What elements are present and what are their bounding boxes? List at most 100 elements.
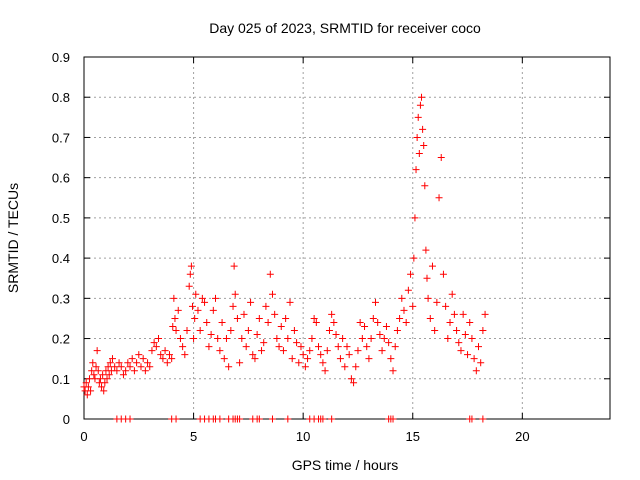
y-tick-label: 0.7 (52, 130, 70, 145)
data-point (472, 367, 480, 375)
data-point (251, 355, 259, 363)
data-point (297, 343, 305, 351)
data-point (255, 314, 263, 322)
data-point (378, 347, 386, 355)
data-point (466, 318, 474, 326)
x-tick-labels: 0 5 10 15 20 (80, 429, 529, 444)
data-point (423, 274, 431, 282)
data-point (128, 355, 136, 363)
data-point (111, 363, 119, 371)
y-tick-label: 0.2 (52, 332, 70, 347)
x-tick-label: 10 (296, 429, 310, 444)
data-point (84, 383, 92, 391)
data-point (141, 367, 149, 375)
data-point (201, 298, 209, 306)
data-point (312, 318, 320, 326)
data-point (157, 351, 165, 359)
data-point (419, 125, 427, 133)
data-point (301, 363, 309, 371)
data-point (139, 355, 147, 363)
data-point (90, 371, 98, 379)
data-point (412, 166, 420, 174)
data-point (247, 298, 255, 306)
data-point (168, 355, 176, 363)
data-point (396, 314, 404, 322)
data-point (284, 335, 292, 343)
data-point (347, 375, 355, 383)
data-point (207, 331, 215, 339)
chart-title: Day 025 of 2023, SRMTID for receiver coc… (209, 20, 481, 36)
data-point (457, 347, 465, 355)
data-point (424, 294, 432, 302)
data-point (402, 318, 410, 326)
data-point (83, 391, 91, 399)
data-point (446, 318, 454, 326)
data-point (188, 302, 196, 310)
data-point (238, 335, 246, 343)
data-point (203, 318, 211, 326)
data-point (183, 327, 191, 335)
data-point (328, 310, 336, 318)
data-point (367, 335, 375, 343)
data-point (124, 359, 132, 367)
data-point (98, 383, 106, 391)
data-point (439, 270, 447, 278)
data-point (220, 355, 228, 363)
data-point (339, 335, 347, 343)
data-point (404, 286, 412, 294)
data-point (428, 262, 436, 270)
data-point (115, 359, 123, 367)
data-point (216, 347, 224, 355)
data-point (442, 302, 450, 310)
data-point (282, 314, 290, 322)
data-point (299, 351, 307, 359)
data-point (470, 355, 478, 363)
data-point (92, 363, 100, 371)
y-tick-label: 0.5 (52, 211, 70, 226)
data-point (459, 310, 467, 318)
data-point (376, 331, 384, 339)
data-point (336, 355, 344, 363)
data-point (126, 415, 134, 423)
data-point (358, 335, 366, 343)
y-axis-label: SRMTID / TECUs (5, 183, 21, 293)
plot-frame (83, 56, 611, 420)
y-tick-label: 0.4 (52, 251, 70, 266)
data-point (222, 335, 230, 343)
data-point (169, 322, 177, 330)
data-point (258, 347, 266, 355)
data-points (80, 93, 489, 423)
data-point (216, 415, 224, 423)
data-point (448, 290, 456, 298)
data-point (453, 327, 461, 335)
data-point (284, 415, 292, 423)
data-point (144, 359, 152, 367)
data-point (113, 367, 121, 375)
data-point (148, 347, 156, 355)
data-point (477, 359, 485, 367)
data-point (262, 302, 270, 310)
data-point (161, 347, 169, 355)
data-point (192, 290, 200, 298)
y-tick-label: 0.3 (52, 291, 70, 306)
data-point (152, 343, 160, 351)
data-point (374, 318, 382, 326)
y-tick-label: 0.8 (52, 90, 70, 105)
data-point (330, 318, 338, 326)
data-point (255, 415, 263, 423)
data-point (82, 379, 90, 387)
data-point (310, 314, 318, 322)
x-tick-label: 15 (406, 429, 420, 444)
data-point (385, 339, 393, 347)
data-point (345, 351, 353, 359)
data-point (444, 335, 452, 343)
grid-lines (84, 57, 610, 419)
data-point (146, 363, 154, 371)
data-point (437, 154, 445, 162)
y-tick-label: 0.1 (52, 372, 70, 387)
data-point (101, 379, 109, 387)
data-point (194, 306, 202, 314)
data-point (172, 415, 180, 423)
data-point (150, 339, 158, 347)
